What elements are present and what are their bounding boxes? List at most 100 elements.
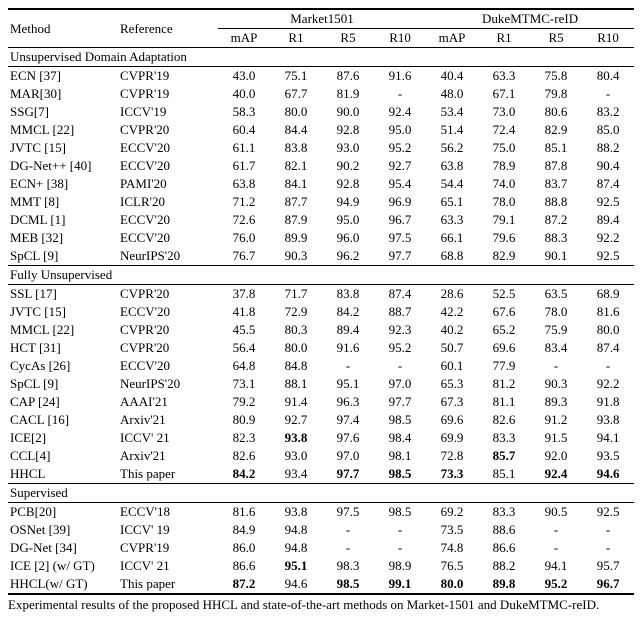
cell-value: 92.2 [582, 229, 634, 247]
cell-value: 83.4 [530, 339, 582, 357]
table-row: MMT [8]ICLR'2071.287.794.996.965.178.088… [8, 193, 634, 211]
cell-value: 79.1 [478, 211, 530, 229]
cell-value: 94.1 [582, 429, 634, 447]
table-row: CCL[4]Arxiv'2182.693.097.098.172.885.792… [8, 447, 634, 465]
subcol: R1 [270, 29, 322, 48]
cell-value: 83.8 [270, 139, 322, 157]
cell-method: ECN [37] [8, 67, 118, 86]
cell-value: 67.6 [478, 303, 530, 321]
cell-value: 92.7 [374, 157, 426, 175]
cell-value: 91.8 [582, 393, 634, 411]
table-row: SpCL [9]NeurIPS'2076.790.396.297.768.882… [8, 247, 634, 266]
cell-value: 69.2 [426, 503, 478, 522]
subcol: mAP [218, 29, 270, 48]
cell-value: 88.6 [478, 521, 530, 539]
cell-value: 75.0 [478, 139, 530, 157]
cell-method: HCT [31] [8, 339, 118, 357]
cell-value: - [374, 539, 426, 557]
cell-value: 65.2 [478, 321, 530, 339]
cell-value: 68.9 [582, 285, 634, 304]
cell-value: 97.5 [374, 229, 426, 247]
cell-value: 67.1 [478, 85, 530, 103]
cell-value: 41.8 [218, 303, 270, 321]
cell-value: 95.2 [374, 339, 426, 357]
cell-reference: ICCV' 19 [118, 521, 218, 539]
cell-value: 52.5 [478, 285, 530, 304]
table-row: DG-Net [34]CVPR'1986.094.8--74.886.6-- [8, 539, 634, 557]
cell-value: 78.0 [478, 193, 530, 211]
cell-value: 75.9 [530, 321, 582, 339]
cell-value: 40.0 [218, 85, 270, 103]
cell-reference: CVPR'20 [118, 321, 218, 339]
cell-value: 40.4 [426, 67, 478, 86]
cell-value: 65.3 [426, 375, 478, 393]
cell-method: SSL [17] [8, 285, 118, 304]
cell-value: 95.0 [374, 121, 426, 139]
cell-value: 87.9 [270, 211, 322, 229]
cell-value: 86.6 [218, 557, 270, 575]
cell-value: 77.9 [478, 357, 530, 375]
cell-value: 61.1 [218, 139, 270, 157]
cell-value: 98.3 [322, 557, 374, 575]
cell-value: 80.0 [270, 103, 322, 121]
cell-value: 88.2 [478, 557, 530, 575]
cell-value: 81.2 [478, 375, 530, 393]
table-row: MMCL [22]CVPR'2045.580.389.492.340.265.2… [8, 321, 634, 339]
cell-value: 87.2 [530, 211, 582, 229]
cell-method: MAR[30] [8, 85, 118, 103]
cell-method: JVTC [15] [8, 303, 118, 321]
cell-value: 93.0 [270, 447, 322, 465]
cell-value: 80.9 [218, 411, 270, 429]
cell-value: 96.7 [374, 211, 426, 229]
cell-method: HHCL [8, 465, 118, 484]
cell-value: 76.0 [218, 229, 270, 247]
cell-value: 87.6 [322, 67, 374, 86]
cell-value: 81.1 [478, 393, 530, 411]
table-row: ICE[2]ICCV' 2182.393.897.698.469.983.391… [8, 429, 634, 447]
cell-value: 85.1 [530, 139, 582, 157]
cell-value: 82.6 [218, 447, 270, 465]
table-row: JVTC [15]ECCV'2061.183.893.095.256.275.0… [8, 139, 634, 157]
cell-value: 95.1 [270, 557, 322, 575]
cell-value: 98.5 [374, 465, 426, 484]
cell-value: 89.3 [530, 393, 582, 411]
cell-method: MEB [32] [8, 229, 118, 247]
table-row: JVTC [15]ECCV'2041.872.984.288.742.267.6… [8, 303, 634, 321]
cell-value: 84.1 [270, 175, 322, 193]
cell-reference: ECCV'20 [118, 229, 218, 247]
cell-value: - [530, 539, 582, 557]
cell-reference: ECCV'18 [118, 503, 218, 522]
table-row: DCML [1]ECCV'2072.687.995.096.763.379.18… [8, 211, 634, 229]
cell-value: 97.5 [322, 503, 374, 522]
table-row: ECN+ [38]PAMI'2063.884.192.895.454.474.0… [8, 175, 634, 193]
cell-value: 43.0 [218, 67, 270, 86]
cell-method: SSG[7] [8, 103, 118, 121]
cell-value: 98.5 [322, 575, 374, 594]
cell-value: 54.4 [426, 175, 478, 193]
cell-method: DG-Net++ [40] [8, 157, 118, 175]
cell-value: 95.2 [530, 575, 582, 594]
cell-value: 75.1 [270, 67, 322, 86]
table-row: SSL [17]CVPR'2037.871.783.887.428.652.56… [8, 285, 634, 304]
cell-reference: CVPR'19 [118, 85, 218, 103]
cell-value: 96.2 [322, 247, 374, 266]
cell-value: 90.5 [530, 503, 582, 522]
cell-value: 91.6 [374, 67, 426, 86]
cell-value: 88.8 [530, 193, 582, 211]
table-row: HCT [31]CVPR'2056.480.091.695.250.769.68… [8, 339, 634, 357]
table-row: SSG[7]ICCV'1958.380.090.092.453.473.080.… [8, 103, 634, 121]
cell-value: 82.9 [530, 121, 582, 139]
cell-reference: Arxiv'21 [118, 447, 218, 465]
cell-value: 42.2 [426, 303, 478, 321]
cell-value: 94.8 [270, 521, 322, 539]
cell-value: 91.5 [530, 429, 582, 447]
cell-value: 95.2 [374, 139, 426, 157]
cell-reference: NeurIPS'20 [118, 375, 218, 393]
cell-value: 63.8 [426, 157, 478, 175]
cell-value: 51.4 [426, 121, 478, 139]
table-row: OSNet [39]ICCV' 1984.994.8--73.588.6-- [8, 521, 634, 539]
cell-value: 93.5 [582, 447, 634, 465]
cell-value: 79.2 [218, 393, 270, 411]
cell-value: 94.1 [530, 557, 582, 575]
cell-value: 60.1 [426, 357, 478, 375]
